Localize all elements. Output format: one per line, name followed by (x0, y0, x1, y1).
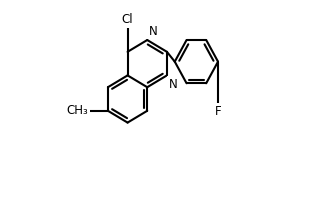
Text: N: N (149, 25, 158, 38)
Text: CH₃: CH₃ (67, 104, 88, 117)
Text: N: N (169, 78, 178, 91)
Text: Cl: Cl (122, 13, 133, 26)
Text: F: F (215, 105, 221, 118)
